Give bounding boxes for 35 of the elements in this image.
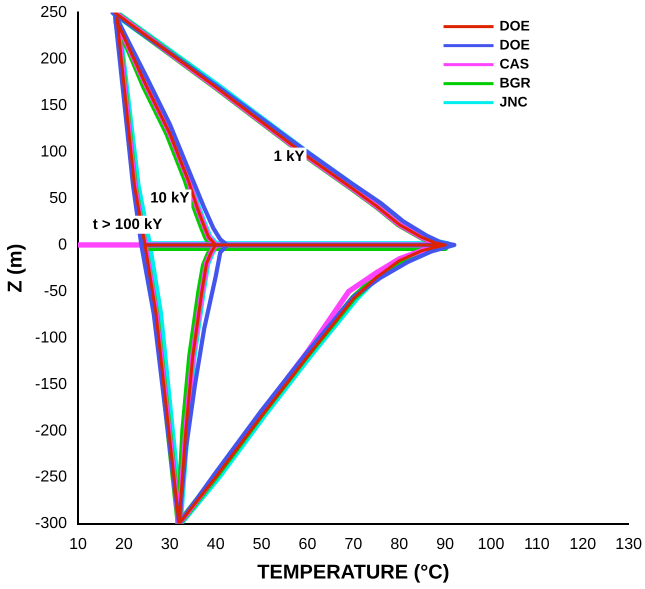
x-axis-title: TEMPERATURE (°C): [257, 562, 450, 584]
y-axis-title: Z (m): [4, 244, 27, 293]
y-tick-label: 150: [40, 96, 68, 114]
y-tick-label: 100: [40, 143, 68, 160]
x-tick-label: 130: [615, 536, 642, 553]
annotation: 10 kY: [150, 190, 190, 207]
x-tick-label: 40: [206, 536, 225, 553]
legend-label: JNC: [500, 93, 528, 110]
y-tick-label: -200: [34, 422, 68, 440]
y-tick-label: -150: [34, 376, 68, 393]
x-tick-label: 80: [390, 536, 408, 553]
y-tick-label: -100: [34, 329, 68, 346]
legend-label: DOE: [500, 17, 530, 34]
x-tick-label: 100: [478, 536, 504, 553]
x-tick-label: 50: [252, 536, 271, 553]
x-tick-label: 120: [569, 536, 596, 553]
y-tick-label: 200: [40, 50, 68, 68]
x-tick-label: 60: [298, 536, 316, 553]
y-tick-label: 250: [40, 4, 68, 22]
y-tick-label: 50: [49, 190, 68, 207]
x-tick-label: 10: [69, 536, 88, 553]
annotation: t > 100 kY: [92, 216, 162, 233]
y-tick-label: -300: [34, 515, 68, 532]
y-tick-label: -50: [44, 282, 68, 300]
legend-label: BGR: [500, 74, 531, 90]
y-tick-label: -250: [34, 468, 68, 486]
x-tick-label: 110: [524, 536, 550, 553]
x-tick-label: 70: [344, 536, 362, 553]
x-tick-label: 30: [160, 536, 179, 553]
x-tick-label: 20: [115, 536, 133, 553]
y-tick-label: 0: [58, 236, 68, 254]
legend-label: CAS: [500, 55, 530, 72]
legend-label: DOE: [500, 36, 530, 52]
annotation: 1 kY: [274, 148, 305, 165]
x-tick-label: 90: [436, 536, 454, 553]
